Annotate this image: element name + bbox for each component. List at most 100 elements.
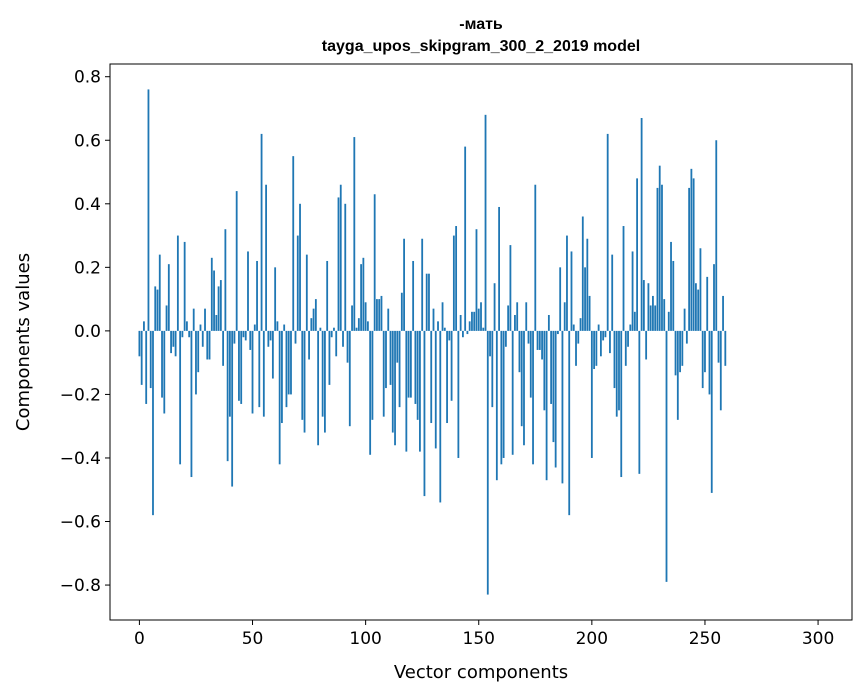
bar: [509, 245, 512, 331]
y-axis-ticks: −0.8 −0.6 −0.4 −0.2 0.0 0.2 0.4 0.6 0.8: [60, 68, 110, 596]
bar: [489, 330, 491, 357]
bar: [256, 260, 258, 331]
bar: [593, 330, 596, 370]
bar: [423, 330, 426, 497]
x-axis-label: Vector components: [394, 662, 568, 683]
bar: [344, 203, 347, 331]
bar: [541, 330, 543, 360]
y-tick-label: 0.2: [74, 258, 101, 278]
bar: [437, 321, 439, 331]
bar: [301, 330, 304, 420]
y-tick-label: −0.4: [60, 449, 101, 469]
bar: [201, 330, 204, 347]
bar: [319, 327, 322, 331]
bar: [357, 318, 360, 331]
y-tick-label: 0.4: [74, 195, 101, 215]
bar: [547, 314, 550, 331]
bar: [346, 330, 349, 363]
bar: [269, 330, 272, 341]
bar: [242, 330, 245, 338]
bar: [260, 133, 263, 331]
bar: [566, 235, 568, 331]
bar: [147, 89, 150, 331]
x-tick-label: 200: [576, 629, 608, 649]
bar: [154, 286, 157, 331]
bar: [446, 330, 448, 424]
bar: [538, 330, 541, 350]
bar: [685, 330, 688, 344]
bar: [317, 330, 320, 446]
bar: [167, 264, 170, 331]
bar: [389, 330, 392, 385]
bar: [222, 330, 225, 366]
bar: [283, 324, 286, 331]
bar: [213, 270, 215, 331]
bar: [640, 118, 643, 331]
bar: [590, 330, 593, 458]
bar: [412, 260, 415, 331]
bar: [468, 321, 471, 331]
bar: [719, 330, 722, 411]
bar: [394, 330, 396, 446]
bar: [604, 330, 607, 338]
bar: [606, 133, 609, 331]
bar: [165, 305, 168, 331]
bar: [599, 330, 602, 357]
bar: [459, 314, 462, 331]
x-tick-label: 250: [689, 629, 721, 649]
bar: [457, 330, 460, 458]
bar: [152, 330, 154, 516]
bar: [163, 330, 166, 414]
x-tick-label: 50: [242, 629, 264, 649]
bar: [502, 330, 505, 458]
bar: [683, 308, 686, 331]
bar: [557, 330, 559, 335]
bar: [464, 146, 467, 331]
bar: [647, 283, 650, 331]
bar: [369, 330, 372, 455]
bar: [265, 184, 267, 331]
bar: [699, 248, 702, 331]
bar: [219, 280, 222, 331]
x-tick-label: 100: [349, 629, 381, 649]
plot-frame: [109, 63, 853, 621]
bar: [627, 330, 629, 347]
bar: [321, 330, 324, 417]
bar: [215, 314, 218, 331]
bar: [228, 330, 231, 417]
bar: [611, 254, 614, 331]
bar: [498, 206, 500, 331]
bar: [181, 330, 184, 338]
bar: [473, 311, 476, 331]
bar: [527, 330, 530, 344]
chart-title-line1: -мать: [459, 16, 503, 33]
bar: [636, 178, 638, 331]
bar: [224, 229, 227, 331]
y-axis-label: Components values: [13, 253, 34, 431]
bar: [238, 330, 240, 401]
bar: [581, 216, 584, 331]
bar: [536, 330, 539, 350]
bar: [247, 251, 249, 331]
bar: [351, 305, 353, 331]
bar: [312, 308, 315, 331]
bar: [665, 330, 668, 582]
bar: [439, 330, 442, 503]
bar: [335, 330, 338, 357]
bar: [584, 267, 586, 331]
bar: [638, 330, 641, 474]
bar: [681, 330, 684, 366]
bar: [371, 330, 374, 420]
bar: [305, 254, 308, 331]
bar: [339, 184, 342, 331]
bar: [532, 330, 534, 465]
bar: [667, 311, 670, 331]
bar: [477, 308, 480, 331]
bar: [333, 327, 335, 331]
bar: [276, 321, 279, 331]
bar: [271, 330, 274, 379]
y-tick-label: −0.2: [60, 385, 101, 405]
bar: [140, 330, 143, 385]
bar: [330, 330, 333, 338]
